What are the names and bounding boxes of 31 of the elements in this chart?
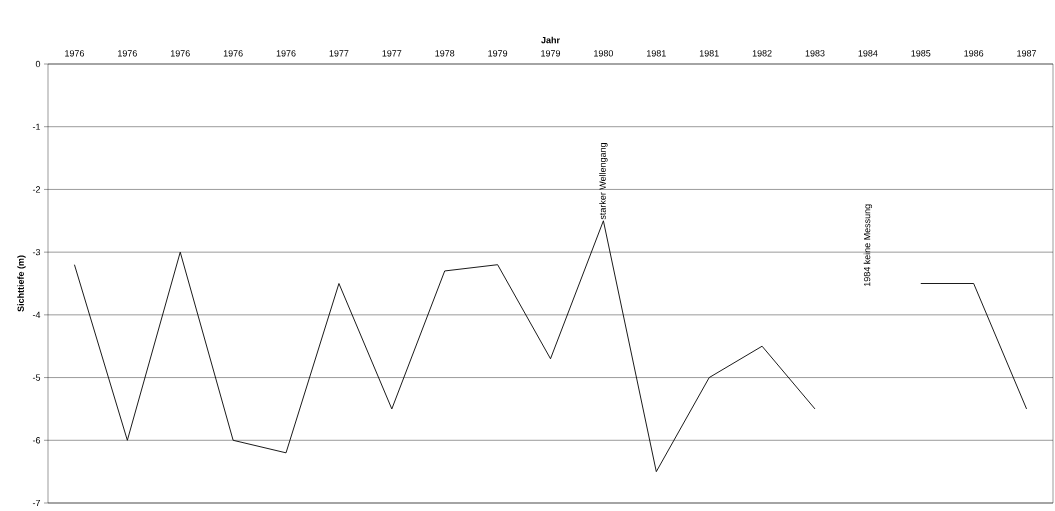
y-tick-label: -3 [32,248,41,256]
x-tick-label: 1979 [541,50,561,57]
x-tick-label: 1977 [382,50,402,57]
y-tick-label: 0 [35,60,41,68]
y-tick-label: -2 [32,186,41,193]
x-tick-label: 1986 [964,50,984,57]
y-tick-label: -7 [32,499,41,507]
y-tick-label: -6 [32,437,41,444]
x-tick-label: 1983 [805,50,825,57]
x-tick-label: 1981 [647,50,666,57]
x-tick-label: 1979 [488,50,508,57]
x-tick-label: 1976 [118,50,137,57]
x-tick-label: 1985 [911,50,931,57]
x-tick-label: 1980 [594,50,614,57]
x-tick-label: 1978 [435,50,455,57]
x-tick-label: 1976 [65,50,85,57]
y-axis-title: Sichttiefe (m) [17,255,26,312]
annotation: 1984 keine Messung [863,204,873,286]
y-tick-label: -1 [32,123,41,130]
x-tick-label: 1976 [276,50,296,57]
x-tick-label: 1987 [1017,50,1037,57]
annotation: starker Wellengang [599,143,608,220]
x-axis-title: Jahr [541,36,560,44]
x-tick-label: 1976 [223,50,243,57]
x-tick-label: 1977 [329,50,349,57]
x-tick-label: 1982 [752,50,772,57]
x-tick-label: 1981 [699,50,719,57]
x-tick-label: 1976 [170,50,190,57]
y-tick-label: -4 [32,311,41,318]
y-tick-label: -5 [32,374,41,381]
x-tick-label: 1984 [858,50,878,57]
